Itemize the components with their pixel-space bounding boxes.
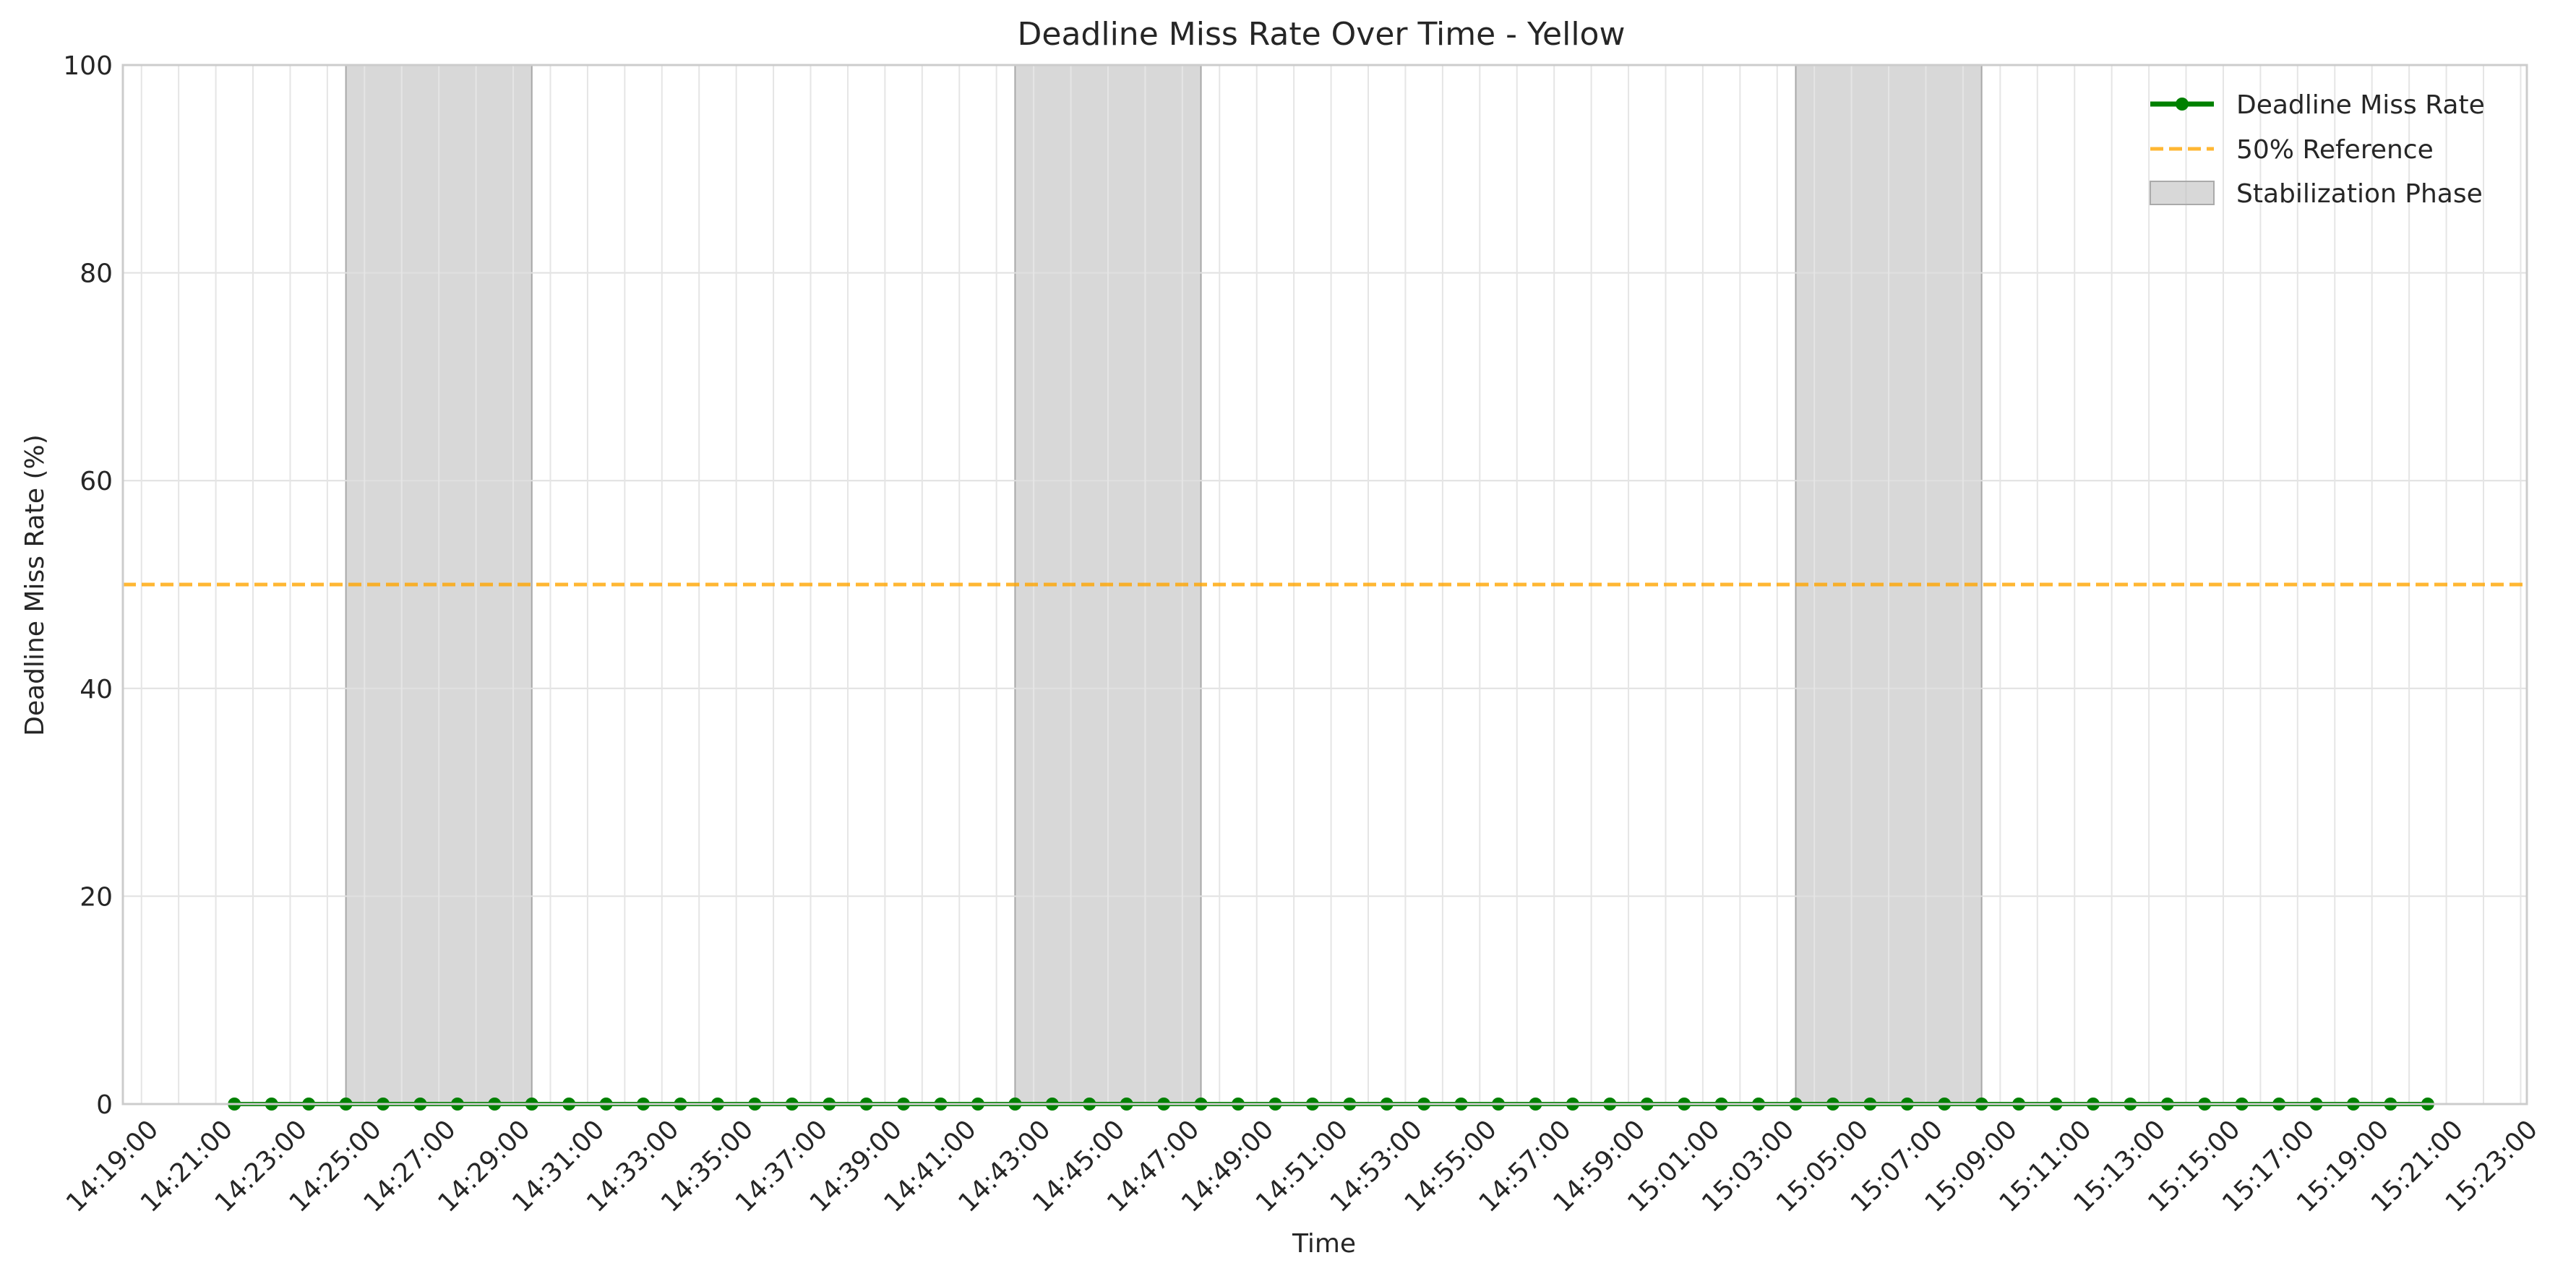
y-tick-label: 80 [80, 259, 113, 289]
chart-title: Deadline Miss Rate Over Time - Yellow [1018, 16, 1626, 53]
y-axis-label: Deadline Miss Rate (%) [20, 434, 50, 736]
legend-label-reference: 50% Reference [2236, 135, 2434, 165]
y-axis-ticks: 0 20 40 60 80 100 [63, 51, 113, 1120]
legend: Deadline Miss Rate 50% Reference Stabili… [2150, 90, 2485, 209]
plot-frame [121, 64, 2528, 1105]
y-tick-label: 20 [80, 882, 113, 912]
y-tick-label: 0 [96, 1090, 113, 1120]
legend-label-stabilization: Stabilization Phase [2236, 179, 2483, 209]
y-tick-label: 40 [80, 675, 113, 704]
legend-shade-swatch [2150, 181, 2215, 205]
y-tick-label: 100 [63, 51, 113, 81]
legend-label-miss-rate: Deadline Miss Rate [2236, 90, 2485, 120]
y-tick-label: 60 [80, 467, 113, 496]
legend-marker-swatch [2176, 98, 2189, 111]
x-axis-label: Time [1292, 1229, 1356, 1259]
